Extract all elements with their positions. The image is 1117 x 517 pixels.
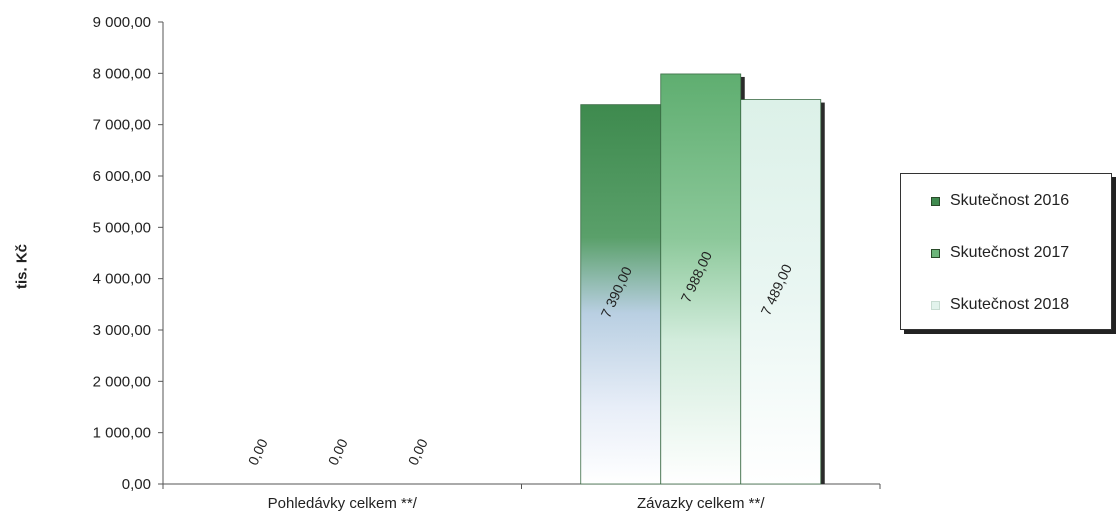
bars <box>580 73 825 485</box>
legend-item-2017: Skutečnost 2017 <box>931 244 1069 262</box>
x-tick-label: Pohledávky celkem **/ <box>268 495 418 512</box>
legend-swatch-2016 <box>931 196 940 206</box>
y-tick-label: 0,00 <box>122 476 151 493</box>
y-axis-label: tis. Kč <box>13 244 31 290</box>
legend-swatch-2017 <box>931 248 940 258</box>
y-tick-label: 2 000,00 <box>93 373 151 390</box>
bar-skutečnost-2016-1 <box>580 104 662 485</box>
legend-item-2018: Skutečnost 2018 <box>931 296 1069 314</box>
bar-skutečnost-2018-1 <box>740 99 822 485</box>
y-tick-label: 5 000,00 <box>93 219 151 236</box>
data-label: 0,00 <box>325 436 351 468</box>
legend-label-2017: Skutečnost 2017 <box>950 244 1070 261</box>
y-tick-label: 3 000,00 <box>93 322 151 339</box>
legend-label-2016: Skutečnost 2016 <box>950 192 1070 209</box>
bar-skutečnost-2017-1 <box>660 73 742 485</box>
legend-label-2018: Skutečnost 2018 <box>950 296 1070 313</box>
legend-swatch-2018 <box>931 300 940 310</box>
y-tick-label: 6 000,00 <box>93 168 151 185</box>
data-label: 0,00 <box>405 436 431 468</box>
legend: Skutečnost 2016 Skutečnost 2017 Skutečno… <box>900 173 1112 330</box>
x-tick-label: Závazky celkem **/ <box>637 495 765 512</box>
axes: 0,00 1 000,00 2 000,00 3 000,00 4 000,00 5 00… <box>93 14 881 512</box>
y-tick-label: 8 000,00 <box>93 65 151 82</box>
y-tick-label: 9 000,00 <box>93 14 151 31</box>
data-label: 0,00 <box>245 436 271 468</box>
y-tick-label: 4 000,00 <box>93 271 151 288</box>
y-tick-label: 7 000,00 <box>93 117 151 134</box>
y-tick-label: 1 000,00 <box>93 425 151 442</box>
legend-item-2016: Skutečnost 2016 <box>931 192 1069 210</box>
